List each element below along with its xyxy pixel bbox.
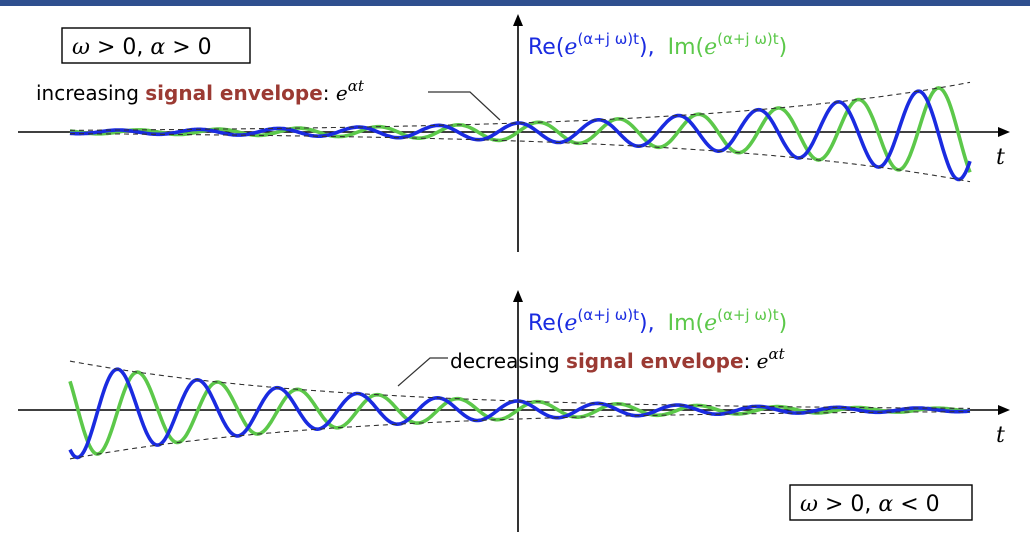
top-panel: t ω > 0, α > 0 Re(e(α+j ω)t), Im(e(α+j ω… [18,14,1010,252]
top-t-axis-arrow [998,127,1010,137]
bottom-panel: t Re(e(α+j ω)t), Im(e(α+j ω)t) decreasin… [18,290,1010,532]
top-curves-label: Re(e(α+j ω)t), Im(e(α+j ω)t) [528,30,787,60]
top-t-axis-label: t [996,145,1005,170]
top-envelope-upper [70,81,971,131]
top-annotation-leader [428,91,501,121]
bottom-annotation-leader [397,357,448,387]
bottom-real-curve [68,367,971,460]
bottom-imag-curve [68,370,971,456]
bottom-curves-label: Re(e(α+j ω)t), Im(e(α+j ω)t) [528,306,787,336]
bottom-t-axis-label: t [996,423,1005,448]
bottom-condition-box [789,484,973,521]
bottom-envelope-annotation: decreasing signal envelope: eαt [450,345,786,373]
top-y-axis-arrow [513,14,523,26]
bottom-envelope-upper [69,360,970,409]
bottom-t-axis-arrow [998,405,1010,415]
bottom-envelope-lower [69,411,970,460]
header-bar [0,0,1030,6]
bottom-condition-text: ω > 0, α < 0 [800,492,940,517]
top-condition-box [61,27,251,64]
top-envelope-annotation: increasing signal envelope: eαt [36,77,365,105]
top-envelope-lower [70,133,971,183]
top-condition-text: ω > 0, α > 0 [72,35,212,60]
bottom-y-axis-arrow [513,290,523,302]
